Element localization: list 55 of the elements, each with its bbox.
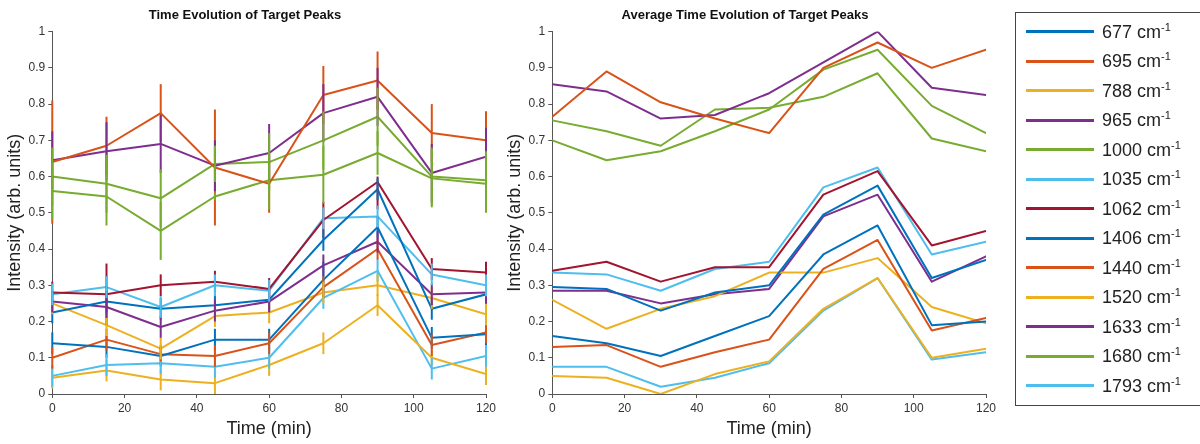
y-tick-label: 0.4 xyxy=(28,241,46,256)
y-tick-label: 0.2 xyxy=(28,313,46,328)
legend-label: 1680 cm$^{-1}$ xyxy=(1102,345,1181,368)
y-tick-label: 0.7 xyxy=(528,132,546,147)
x-tick-label: 20 xyxy=(617,400,632,415)
y-tick-label: 0.3 xyxy=(528,277,546,292)
x-axis-title: Time (min) xyxy=(726,418,812,439)
legend-label: 1520 cm$^{-1}$ xyxy=(1102,286,1181,309)
y-tick-label: 0.3 xyxy=(28,277,46,292)
y-tick-label: 0.8 xyxy=(28,96,46,111)
x-tick-label: 40 xyxy=(690,400,704,415)
y-tick-label: 0.4 xyxy=(528,241,546,256)
legend-label: 965 cm$^{-1}$ xyxy=(1102,109,1171,132)
legend-label: 1406 cm$^{-1}$ xyxy=(1102,227,1181,250)
y-tick-label: 1 xyxy=(538,23,546,38)
y-tick-label: 1 xyxy=(38,23,46,38)
x-tick-label: 60 xyxy=(762,400,777,415)
y-tick-label: 0.1 xyxy=(28,350,46,365)
y-tick-label: 0.8 xyxy=(528,96,546,111)
x-tick-label: 100 xyxy=(403,400,425,415)
x-axis-title: Time (min) xyxy=(226,418,312,439)
y-tick-label: 0.6 xyxy=(28,168,46,183)
y-axis-title: Intensity (arb. units) xyxy=(3,133,24,292)
x-tick-label: 80 xyxy=(834,400,849,415)
legend-label: 695 cm$^{-1}$ xyxy=(1102,50,1171,73)
y-tick-label: 0.9 xyxy=(28,60,46,75)
legend-label: 1035 cm$^{-1}$ xyxy=(1102,168,1181,191)
y-tick-label: 0.5 xyxy=(528,205,546,220)
chart-title: Average Time Evolution of Target Peaks xyxy=(621,7,869,23)
x-tick-label: 0 xyxy=(548,400,556,415)
y-tick-label: 0 xyxy=(38,386,46,401)
y-tick-label: 0 xyxy=(538,386,546,401)
y-tick-label: 0.7 xyxy=(28,132,46,147)
x-tick-label: 60 xyxy=(262,400,277,415)
legend-label: 1440 cm$^{-1}$ xyxy=(1102,256,1181,279)
legend-label: 677 cm$^{-1}$ xyxy=(1102,20,1171,43)
x-tick-label: 120 xyxy=(475,400,497,415)
x-tick-label: 0 xyxy=(48,400,56,415)
legend-label: 1793 cm$^{-1}$ xyxy=(1102,374,1181,397)
chart-title: Time Evolution of Target Peaks xyxy=(148,7,342,23)
legend-label: 1000 cm$^{-1}$ xyxy=(1102,138,1181,161)
x-tick-label: 40 xyxy=(190,400,204,415)
x-tick-label: 80 xyxy=(334,400,349,415)
y-tick-label: 0.2 xyxy=(528,313,546,328)
y-tick-label: 0.1 xyxy=(528,350,546,365)
legend-label: 1633 cm$^{-1}$ xyxy=(1102,315,1181,338)
legend-label: 788 cm$^{-1}$ xyxy=(1102,79,1171,102)
x-tick-label: 120 xyxy=(975,400,997,415)
y-tick-label: 0.9 xyxy=(528,60,546,75)
legend-label: 1062 cm$^{-1}$ xyxy=(1102,197,1181,220)
y-axis-title: Intensity (arb. units) xyxy=(503,133,524,292)
y-tick-label: 0.5 xyxy=(28,205,46,220)
x-tick-label: 100 xyxy=(903,400,925,415)
y-tick-label: 0.6 xyxy=(528,168,546,183)
x-tick-label: 20 xyxy=(117,400,132,415)
